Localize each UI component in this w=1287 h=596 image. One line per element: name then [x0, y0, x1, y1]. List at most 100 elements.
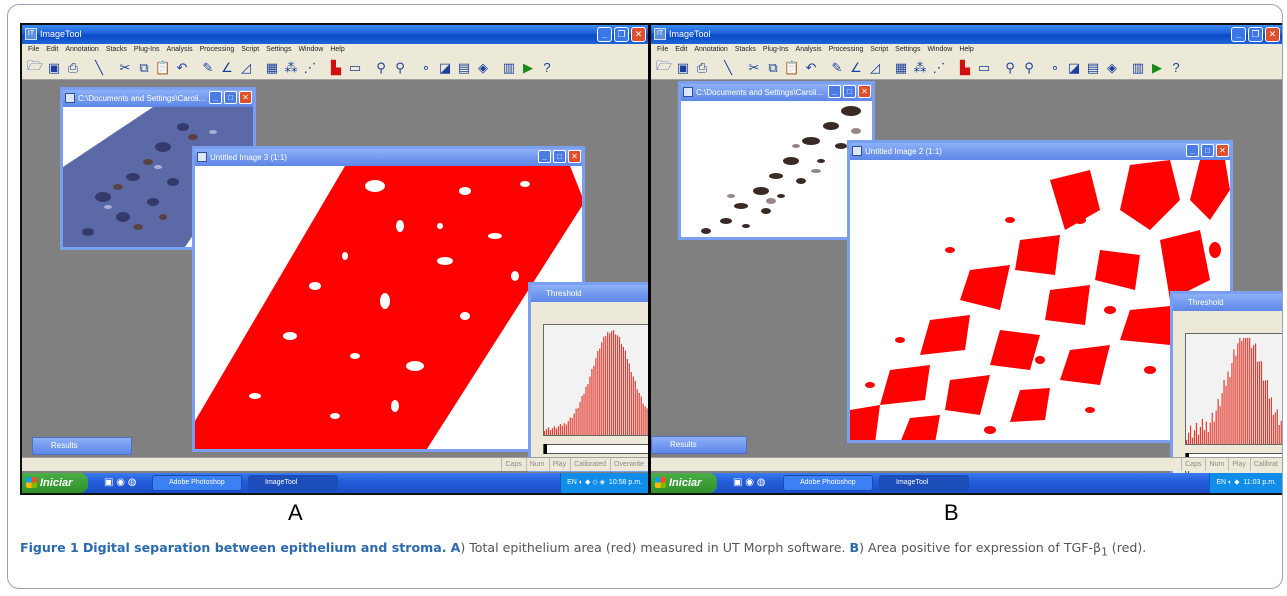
slider-thumb[interactable]: [544, 444, 547, 454]
menu-help[interactable]: Help: [330, 46, 345, 53]
results-window[interactable]: Results: [32, 437, 132, 455]
restore-button[interactable]: ❐: [614, 27, 629, 42]
undo-icon[interactable]: ↶: [176, 59, 188, 75]
minimize-button[interactable]: _: [828, 85, 841, 98]
color-icon[interactable]: ◈: [478, 59, 488, 75]
paste-icon[interactable]: 📋: [154, 59, 172, 75]
play-icon[interactable]: ▶: [523, 59, 533, 75]
calculator-icon[interactable]: ▤: [1086, 59, 1100, 75]
calculator-icon[interactable]: ▤: [457, 59, 471, 75]
menu-analysis[interactable]: Analysis: [795, 46, 822, 53]
cut-icon[interactable]: ✂: [119, 59, 131, 75]
quick-launch-icons[interactable]: ▣ ◉ ◍: [104, 477, 137, 488]
help-icon[interactable]: ?: [1172, 60, 1180, 75]
minimize-button[interactable]: _: [597, 27, 612, 42]
image-icon[interactable]: ▭: [977, 59, 991, 75]
paste-icon[interactable]: 📋: [783, 59, 801, 75]
source-image-window[interactable]: C:\Documents and Settings\Caroli... _ □ ✕: [678, 81, 875, 240]
menu-processing[interactable]: Processing: [828, 46, 864, 53]
maximize-button[interactable]: □: [224, 91, 237, 104]
close-button[interactable]: ✕: [1216, 144, 1229, 157]
close-button[interactable]: ✕: [239, 91, 252, 104]
contrast-icon[interactable]: ◪: [438, 59, 452, 75]
minimize-button[interactable]: _: [209, 91, 222, 104]
menu-stacks[interactable]: Stacks: [105, 46, 127, 53]
print-icon[interactable]: ⎙: [67, 59, 79, 75]
menu-edit[interactable]: Edit: [675, 46, 688, 53]
menu-settings[interactable]: Settings: [895, 46, 921, 53]
points-icon[interactable]: ⁂: [284, 59, 298, 75]
taskbar-photoshop[interactable]: Adobe Photoshop: [152, 475, 242, 491]
bars-icon[interactable]: ▥: [502, 59, 516, 75]
grid-icon[interactable]: ▦: [265, 59, 279, 75]
histogram-icon[interactable]: ▙: [960, 59, 970, 75]
menu-plugins[interactable]: Plug-Ins: [133, 46, 160, 53]
scatter-icon[interactable]: ⋰: [932, 59, 946, 75]
grid-icon[interactable]: ▦: [894, 59, 908, 75]
line-tool-icon[interactable]: ╲: [724, 59, 732, 75]
zoom-in-icon[interactable]: ⚲: [1005, 59, 1015, 75]
save-icon[interactable]: ▣: [47, 59, 61, 75]
start-button[interactable]: Iniciar: [22, 473, 88, 493]
scatter-icon[interactable]: ⋰: [303, 59, 317, 75]
menu-stacks[interactable]: Stacks: [734, 46, 756, 53]
quick-launch-icons[interactable]: ▣ ◉ ◍: [733, 477, 766, 488]
menu-window[interactable]: Window: [927, 46, 953, 53]
taskbar-imagetool[interactable]: ImageTool: [248, 475, 338, 491]
menu-script[interactable]: Script: [870, 46, 889, 53]
triangle-icon[interactable]: ◿: [870, 59, 880, 75]
minimize-button[interactable]: _: [1231, 27, 1246, 42]
bars-icon[interactable]: ▥: [1131, 59, 1145, 75]
dots-icon[interactable]: ∘: [421, 59, 431, 75]
minimize-button[interactable]: _: [1186, 144, 1199, 157]
source-image-window[interactable]: C:\Documents and Settings\Caroli... _ □ ✕: [60, 87, 256, 250]
menu-plugins[interactable]: Plug-Ins: [762, 46, 789, 53]
threshold-window[interactable]: Threshold 0: [528, 282, 648, 472]
image-icon[interactable]: ▭: [348, 59, 362, 75]
pencil-icon[interactable]: ✎: [831, 59, 843, 75]
menu-annotation[interactable]: Annotation: [694, 46, 728, 53]
menu-edit[interactable]: Edit: [46, 46, 59, 53]
zoom-out-icon[interactable]: ⚲: [395, 59, 405, 75]
angle-icon[interactable]: ∠: [850, 59, 862, 75]
open-icon[interactable]: 🗁: [655, 57, 673, 73]
contrast-icon[interactable]: ◪: [1067, 59, 1081, 75]
pencil-icon[interactable]: ✎: [202, 59, 214, 75]
threshold-window[interactable]: Threshold 0: [1170, 291, 1282, 481]
close-button[interactable]: ✕: [631, 27, 646, 42]
color-icon[interactable]: ◈: [1107, 59, 1117, 75]
copy-icon[interactable]: ⧉: [139, 59, 149, 75]
cut-icon[interactable]: ✂: [748, 59, 760, 75]
threshold-slider[interactable]: [543, 444, 648, 454]
menu-processing[interactable]: Processing: [199, 46, 235, 53]
close-button[interactable]: ✕: [1265, 27, 1280, 42]
menu-script[interactable]: Script: [241, 46, 260, 53]
menu-analysis[interactable]: Analysis: [166, 46, 193, 53]
menu-settings[interactable]: Settings: [266, 46, 292, 53]
print-icon[interactable]: ⎙: [696, 59, 708, 75]
save-icon[interactable]: ▣: [676, 59, 690, 75]
results-window[interactable]: Results: [651, 436, 747, 454]
close-button[interactable]: ✕: [568, 150, 581, 163]
open-icon[interactable]: 🗁: [26, 57, 44, 73]
menu-file[interactable]: File: [657, 46, 669, 53]
close-button[interactable]: ✕: [858, 85, 871, 98]
points-icon[interactable]: ⁂: [913, 59, 927, 75]
triangle-icon[interactable]: ◿: [241, 59, 251, 75]
undo-icon[interactable]: ↶: [805, 59, 817, 75]
minimize-button[interactable]: _: [538, 150, 551, 163]
maximize-button[interactable]: □: [1201, 144, 1214, 157]
start-button[interactable]: Iniciar: [651, 473, 717, 493]
mask-image-window[interactable]: Untitled Image 2 (1:1) _ □ ✕: [847, 140, 1233, 443]
maximize-button[interactable]: □: [553, 150, 566, 163]
angle-icon[interactable]: ∠: [221, 59, 233, 75]
mask-image-window[interactable]: Untitled Image 3 (1:1) _ □ ✕: [192, 146, 585, 452]
zoom-in-icon[interactable]: ⚲: [376, 59, 386, 75]
line-tool-icon[interactable]: ╲: [95, 59, 103, 75]
taskbar-imagetool[interactable]: ImageTool: [879, 475, 969, 491]
menu-window[interactable]: Window: [298, 46, 324, 53]
menu-help[interactable]: Help: [959, 46, 974, 53]
restore-button[interactable]: ❐: [1248, 27, 1263, 42]
play-icon[interactable]: ▶: [1152, 59, 1162, 75]
maximize-button[interactable]: □: [843, 85, 856, 98]
